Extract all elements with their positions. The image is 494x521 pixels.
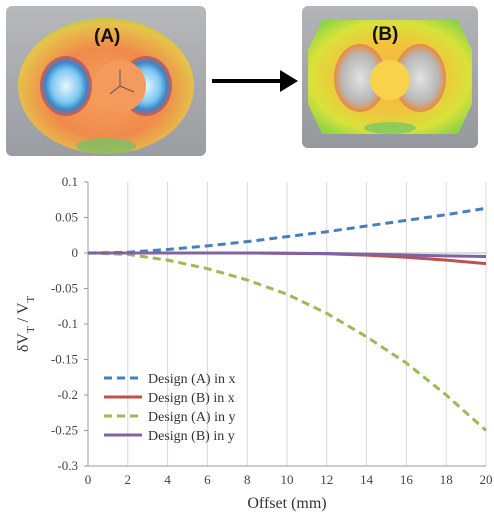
- x-tick-label: 2: [125, 472, 132, 487]
- y-tick-label: -0.2: [57, 387, 78, 402]
- y-tick-label: -0.05: [51, 281, 78, 296]
- x-tick-label: 16: [400, 472, 414, 487]
- panel-b-image: (B): [302, 6, 478, 148]
- legend-label: Design (A) in x: [148, 372, 236, 387]
- y-tick-label: -0.25: [51, 423, 78, 438]
- x-tick-label: 6: [204, 472, 211, 487]
- legend-label: Design (B) in x: [148, 391, 235, 406]
- legend-label: Design (B) in y: [148, 429, 235, 444]
- design-b-field-map: [308, 20, 472, 134]
- x-tick-label: 10: [281, 472, 294, 487]
- x-tick-label: 20: [480, 472, 493, 487]
- x-tick-label: 12: [320, 472, 333, 487]
- series-lines: [87, 206, 487, 432]
- panel-a-label: (A): [94, 26, 121, 47]
- x-tick-label: 4: [164, 472, 171, 487]
- panel-a-image: (A): [6, 6, 206, 156]
- y-tick-label: -0.15: [51, 352, 78, 367]
- x-tick-label: 18: [440, 472, 453, 487]
- y-tick-label: 0.1: [62, 174, 78, 189]
- offset-line-chart: 0 2 4 6 8 10 12 14 16 18 20 0.1 0.05 0 -0.05 -0.1 -0.15 -…: [15, 174, 493, 512]
- y-axis-title: δVT / VT: [15, 296, 37, 353]
- x-axis-title: Offset (mm): [247, 495, 326, 512]
- axis-ticks: 0 2 4 6 8 10 12 14 16 18 20 0.1 0.05 0 -0.05 -0.1 -0.15 -…: [51, 174, 493, 487]
- x-tick-label: 0: [85, 472, 92, 487]
- legend: Design (A) in x Design (B) in x Design (A)…: [104, 372, 236, 444]
- arrow-right-icon: [208, 66, 300, 96]
- y-tick-label: -0.3: [57, 458, 78, 473]
- y-tick-label: -0.1: [57, 316, 78, 331]
- panel-b-label: (B): [372, 24, 399, 45]
- series-line: [87, 206, 487, 255]
- legend-label: Design (A) in y: [148, 410, 236, 425]
- x-tick-label: 14: [360, 472, 374, 487]
- y-tick-label: 0: [72, 245, 79, 260]
- series-line: [87, 251, 487, 432]
- vertical-gridlines: [87, 182, 487, 467]
- design-a-field-map: [18, 18, 194, 154]
- y-tick-label: 0.05: [55, 210, 78, 225]
- x-tick-label: 8: [244, 472, 251, 487]
- series-line: [88, 251, 487, 259]
